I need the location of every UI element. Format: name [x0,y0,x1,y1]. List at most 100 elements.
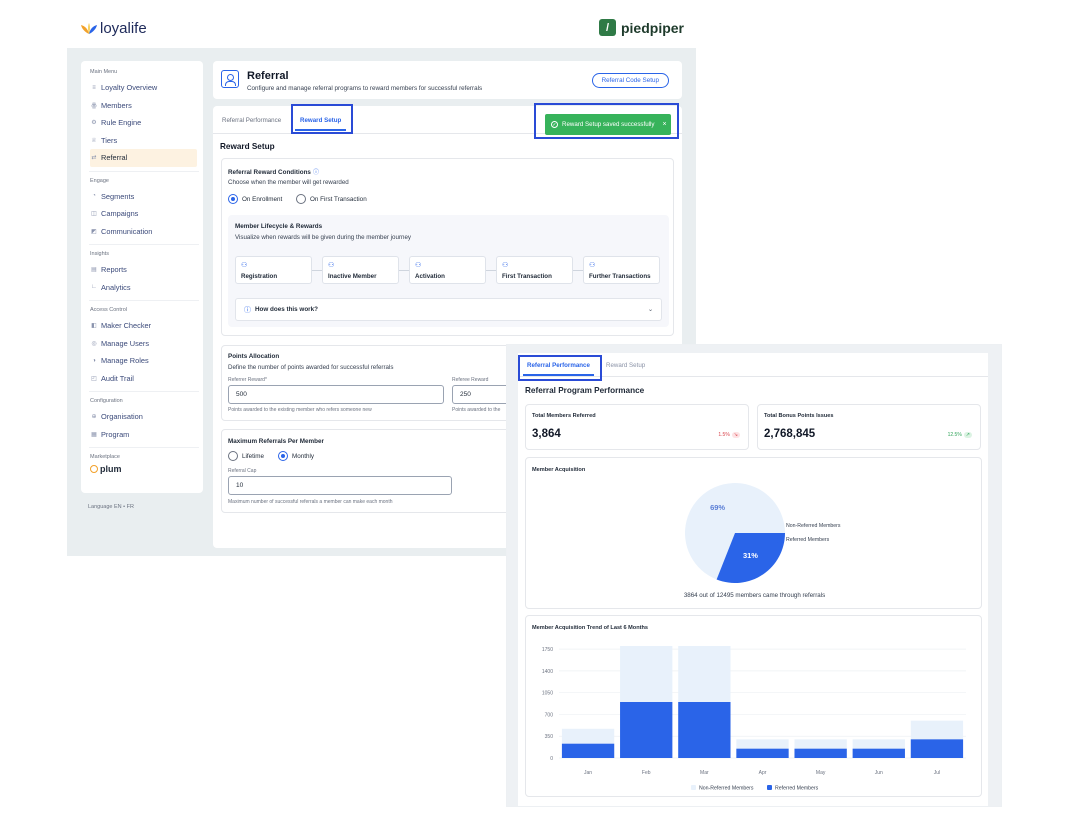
users-icon: ◎ [91,340,97,347]
legend-referred: Referred Members [777,537,829,543]
sidebar-divider [89,300,199,301]
brand-logo[interactable]: loyalife [81,20,147,37]
stage-label: Activation [415,273,445,280]
x-tick-label: Feb [642,770,651,776]
user-icon: ⚇ [415,262,422,269]
sidebar-item-segments[interactable]: ◔ Segments [90,188,197,206]
lifecycle-stage-further-transactions: ⚇ Further Transactions [583,256,660,284]
sidebar-item-loyalty-overview[interactable]: ≡ Loyalty Overview [90,79,197,97]
sidebar-group-label: Main Menu [90,69,118,75]
tab-referral-performance[interactable]: Referral Performance [523,362,594,376]
tab-bar: Referral Performance Reward Setup [213,106,682,134]
legend-swatch [767,785,772,790]
trend-down-icon: ↘ [731,432,740,438]
radio-circle[interactable] [228,451,238,461]
sidebar-item-communication[interactable]: ◩ Communication [90,223,197,241]
sidebar-item-label: Referral [101,153,128,163]
leaf-icon: / [598,19,616,36]
tab-reward-setup[interactable]: Reward Setup [294,117,347,131]
lifecycle-box: Member Lifecycle & Rewards Visualize whe… [228,215,669,327]
tab-referral-performance[interactable]: Referral Performance [222,117,282,124]
points-subtitle: Define the number of points awarded for … [228,364,394,371]
sidebar-item-manage-users[interactable]: ◎ Manage Users [90,335,197,353]
y-tick-label: 350 [545,734,554,740]
legend-label: Non-Referred Members [786,523,841,529]
y-tick-label: 1050 [542,691,553,697]
checker-icon: ◧ [91,323,97,330]
chevron-down-icon[interactable]: ⌄ [647,307,653,313]
radio-lifetime[interactable]: Lifetime [228,451,264,461]
check-circle-icon: ✓ [551,121,558,128]
highlight-box [518,355,602,381]
referrer-reward-input[interactable]: 500 [228,385,444,404]
sidebar-group-label: Access Control [90,307,127,313]
bar-non-referred[interactable] [910,720,964,740]
referral-code-setup-button[interactable]: Referral Code Setup [591,73,669,88]
bar-referred[interactable] [561,743,615,758]
sidebar-item-rule-engine[interactable]: ⚙ Rule Engine [90,114,197,132]
radio-circle[interactable] [296,194,306,204]
stat-card-bonus-points: Total Bonus Points Issues 2,768,845 12.5… [757,404,981,450]
bar-referred[interactable] [910,739,964,758]
bar-referred[interactable] [852,748,905,758]
radio-circle[interactable] [228,194,238,204]
y-tick-label: 0 [550,756,553,762]
bar-non-referred[interactable] [561,728,615,744]
radio-label: Lifetime [242,452,265,460]
stat-value: 3,864 [532,428,561,440]
tab-reward-setup[interactable]: Reward Setup [606,362,646,369]
referral-cap-input[interactable]: 10 [228,476,452,495]
bar-non-referred[interactable] [620,646,673,702]
sidebar-item-campaigns[interactable]: ◫ Campaigns [90,205,197,223]
sidebar-item-tiers[interactable]: ♕ Tiers [90,132,197,150]
bar-referred[interactable] [736,748,789,758]
sidebar-item-manage-roles[interactable]: ◑ Manage Roles [90,352,197,370]
page-subtitle: Configure and manage referral programs t… [247,85,483,92]
marketplace-plum[interactable]: plum [90,464,203,474]
pie-slice-referred[interactable] [716,533,785,583]
sidebar-item-audit-trail[interactable]: ◰ Audit Trail [90,370,197,388]
member-acquisition-card: Member Acquisition 69% 31% Non-Referred M… [525,457,982,609]
radio-on-first-transaction[interactable]: On First Transaction [296,194,367,204]
sidebar-item-label: Reports [101,265,127,275]
info-icon[interactable]: ⓘ [312,170,319,176]
performance-panel: Referral Performance Reward Setup Referr… [518,353,988,806]
bar-referred[interactable] [794,748,847,758]
sidebar-item-label: Campaigns [101,209,139,219]
acquisition-trend-card: Member Acquisition Trend of Last 6 Month… [525,615,982,797]
sidebar-item-label: Communication [101,226,153,236]
bar-referred[interactable] [678,702,731,758]
bar-non-referred[interactable] [736,739,789,749]
radio-circle[interactable] [278,451,288,461]
sidebar-item-reports[interactable]: ▤ Reports [90,261,197,279]
reward-conditions-card: Referral Reward Conditions ⓘ Choose when … [221,158,674,336]
referrer-reward-hint: Points awarded to the existing member wh… [228,407,372,413]
sidebar-item-label: Maker Checker [101,321,152,331]
sidebar-item-organisation[interactable]: ⊕ Organisation [90,408,197,426]
stage-connector [312,270,322,271]
bar-referred[interactable] [620,702,673,758]
bar-non-referred[interactable] [794,739,847,749]
partner-logo: / piedpiper [598,19,684,36]
close-icon[interactable]: × [662,121,667,128]
stat-label: Total Bonus Points Issues [764,413,834,419]
bar-non-referred[interactable] [852,739,905,749]
page-header: Referral Configure and manage referral p… [213,61,682,99]
sidebar-item-referral[interactable]: ⇄ Referral [90,149,197,167]
reports-icon: ▤ [91,267,97,274]
stage-label: Inactive Member [328,273,377,280]
sidebar-item-program[interactable]: ▦ Program [90,426,197,444]
sidebar-item-analytics[interactable]: ∟ Analytics [90,279,197,297]
legend-label: Referred Members [786,537,830,543]
pie-slice-non-referred[interactable] [685,483,785,580]
radio-on-enrollment[interactable]: On Enrollment [228,194,282,204]
stage-label: First Transaction [502,273,552,280]
how-does-this-work-accordion[interactable]: ⓘ How does this work? ⌄ [235,298,662,321]
language-switch[interactable]: Language EN • FR [88,504,134,510]
performance-title: Referral Program Performance [525,386,645,395]
sidebar-item-maker-checker[interactable]: ◧ Maker Checker [90,317,197,335]
sidebar-item-members[interactable]: ꙮ Members [90,97,197,115]
radio-monthly[interactable]: Monthly [278,451,314,461]
stat-label: Total Members Referred [532,413,596,419]
bar-non-referred[interactable] [678,646,731,702]
